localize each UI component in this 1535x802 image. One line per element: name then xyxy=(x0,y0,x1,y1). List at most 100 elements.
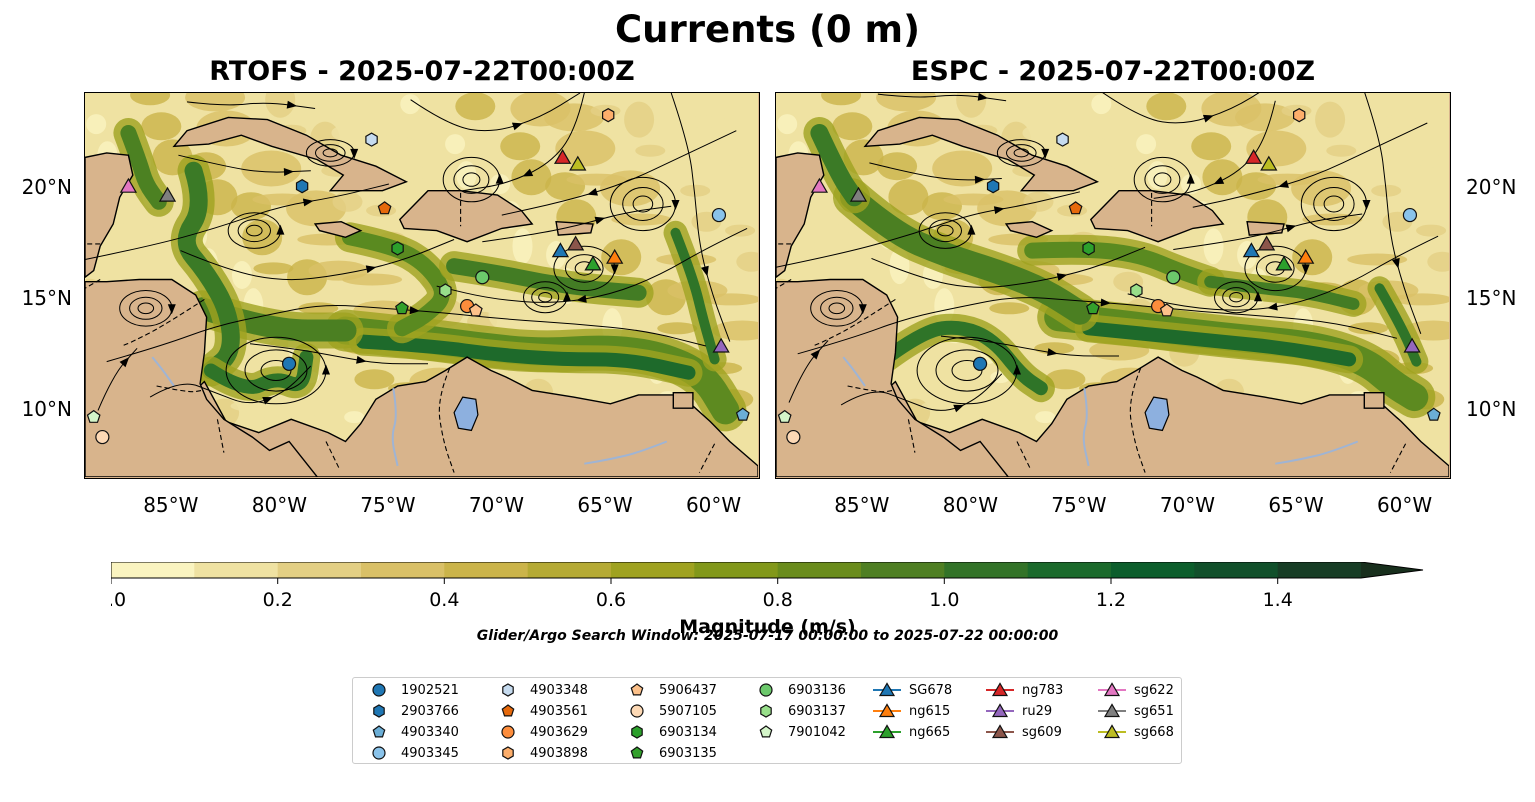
streamline xyxy=(670,93,731,342)
speed-patch xyxy=(344,411,365,424)
platform-marker-7901042 xyxy=(86,409,101,423)
streamline xyxy=(149,365,312,404)
legend-item-5907105: 5907105 xyxy=(623,701,717,721)
legend-marker-shape xyxy=(991,724,1009,739)
speed-patch xyxy=(1091,94,1112,115)
platform-marker-sg678 xyxy=(1242,242,1261,258)
legend-item-4903348: 4903348 xyxy=(494,680,588,700)
current-jet xyxy=(810,124,864,207)
streamline-arrow xyxy=(1100,298,1111,307)
legend-item-4903629: 4903629 xyxy=(494,722,588,742)
speed-patch xyxy=(241,150,302,187)
speed-patch xyxy=(86,114,107,135)
land-trinidad xyxy=(1363,392,1385,409)
lat-tick-label-left: 10°N xyxy=(21,397,72,422)
platform-marker-ru29 xyxy=(1403,337,1421,353)
platform-marker-6903137 xyxy=(439,283,452,298)
current-jet xyxy=(670,227,720,365)
legend-marker-shape xyxy=(372,746,386,760)
streamline-arrow xyxy=(350,148,359,159)
colorbar-segment xyxy=(444,562,529,578)
legend-label: ru29 xyxy=(1022,703,1053,719)
river xyxy=(151,356,175,387)
legend-label: ng615 xyxy=(909,703,951,719)
legend-label: 4903340 xyxy=(401,724,459,740)
platform-marker-4903348 xyxy=(365,132,378,147)
legend-item-6903136: 6903136 xyxy=(752,680,846,700)
streamline-arrow xyxy=(1267,302,1278,311)
streamline-arrow xyxy=(1041,148,1050,159)
land-cuba xyxy=(172,116,409,192)
river xyxy=(842,356,866,387)
river xyxy=(391,388,399,467)
colorbar-outline xyxy=(111,562,1424,579)
streamline-arrow xyxy=(974,175,985,184)
legend-label: sg668 xyxy=(1134,724,1174,740)
platform-marker-ng665 xyxy=(1275,255,1293,271)
legend-marker-shape xyxy=(878,682,896,697)
streamline-arrow xyxy=(977,93,989,101)
speed-patch xyxy=(555,130,616,167)
streamline xyxy=(178,154,311,173)
speed-patch xyxy=(601,239,642,276)
legend-label: 4903345 xyxy=(401,745,459,761)
speed-patch xyxy=(679,115,730,128)
speed-patch xyxy=(232,261,252,289)
country-border xyxy=(216,419,225,453)
map-panel-espc[interactable] xyxy=(775,92,1451,479)
platform-marker-6903136 xyxy=(1166,270,1181,285)
streamline xyxy=(940,335,1119,357)
streamline xyxy=(85,183,390,260)
speed-patch xyxy=(118,249,169,278)
streamline-arrow xyxy=(1301,264,1310,275)
colorbar-segment xyxy=(111,562,195,578)
streamline xyxy=(186,101,316,109)
lon-tick-label: 80°W xyxy=(251,493,307,517)
platform-marker-4903898 xyxy=(601,108,615,123)
streamline-arrow xyxy=(576,294,587,303)
platform-marker-4903340 xyxy=(1426,407,1441,421)
platform-marker-sg609 xyxy=(566,235,585,251)
speed-patch xyxy=(455,93,496,121)
eddy-streamline xyxy=(935,349,999,392)
streamline-arrow xyxy=(1213,176,1225,185)
streamline-arrow xyxy=(286,100,298,109)
pentagon-marker-icon xyxy=(372,725,386,738)
platform-marker-1902521 xyxy=(972,356,988,371)
legend-item-ng783: ng783 xyxy=(986,680,1063,700)
eddy-streamline xyxy=(246,224,263,237)
streamline-arrow xyxy=(283,168,294,176)
speed-patch xyxy=(445,134,466,155)
triangle-marker-icon xyxy=(873,724,901,739)
land-puerto-rico xyxy=(1246,220,1285,236)
eddy-streamline xyxy=(622,187,664,221)
legend-label: 4903898 xyxy=(530,745,588,761)
eddy-streamline xyxy=(322,148,339,158)
circle-marker-icon xyxy=(630,704,644,718)
legend-label: 6903134 xyxy=(659,724,717,740)
streamline xyxy=(1364,93,1422,334)
eddy-streamline xyxy=(1313,187,1355,221)
legend-item-sg651: sg651 xyxy=(1098,701,1174,721)
speed-patch xyxy=(130,93,171,106)
colorbar-tick-label: 0.2 xyxy=(263,589,293,611)
eddy-streamline xyxy=(1323,195,1345,213)
eddy-streamline xyxy=(462,172,481,187)
speed-patch xyxy=(725,224,756,237)
speed-patch xyxy=(736,251,758,272)
streamline-arrow xyxy=(1278,180,1289,188)
lake-maracaibo xyxy=(1144,396,1170,432)
search-window-text: Glider/Argo Search Window: 2025-07-17 00… xyxy=(476,628,1059,644)
map-panel-rtofs[interactable] xyxy=(84,92,760,479)
speed-patch xyxy=(1203,228,1224,265)
legend-marker-shape xyxy=(1103,682,1121,697)
speed-patch xyxy=(690,142,741,163)
colorbar-label: Magnitude (m/s) xyxy=(679,616,856,638)
colorbar-tick-label: 1.0 xyxy=(929,589,959,611)
land-cuba xyxy=(863,116,1100,192)
colorbar-segment xyxy=(1027,562,1112,578)
speed-patch xyxy=(1136,134,1157,155)
lon-tick-label: 60°W xyxy=(1376,493,1433,517)
triangle-marker-icon xyxy=(1098,703,1126,718)
platform-marker-ng615 xyxy=(606,248,624,264)
